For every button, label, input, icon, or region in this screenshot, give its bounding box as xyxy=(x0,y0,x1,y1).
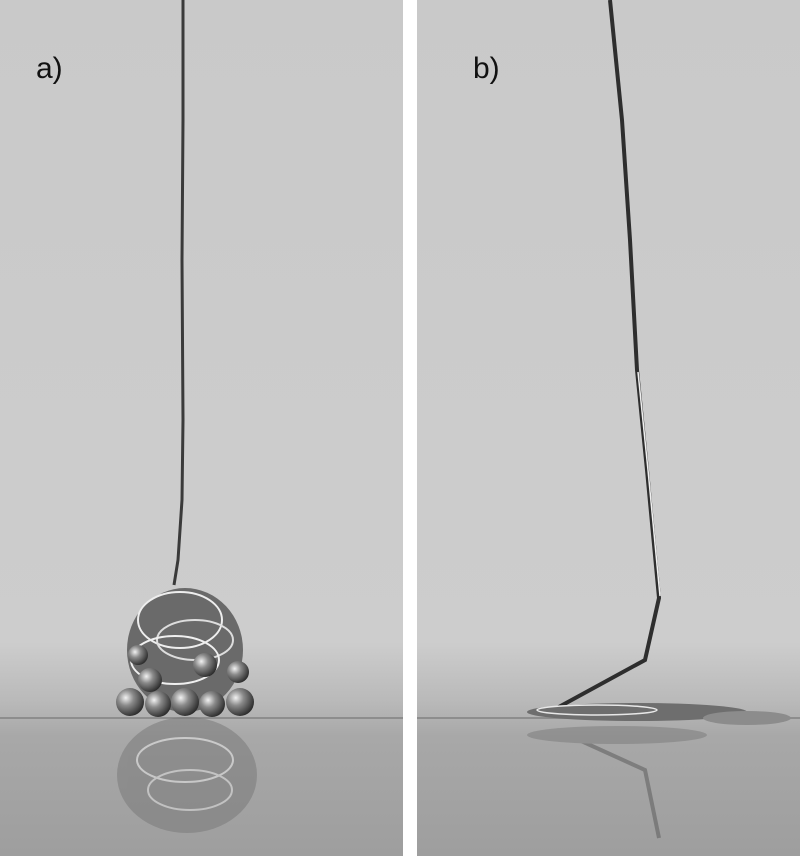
photo-panel-a: a) xyxy=(0,0,403,856)
wire-highlight xyxy=(637,371,661,597)
reflection xyxy=(117,717,257,833)
bent-wire xyxy=(556,0,662,710)
panel-divider xyxy=(403,0,417,856)
photo-a-illustration xyxy=(0,0,403,856)
reflection xyxy=(527,726,707,839)
coiled-wire-pile xyxy=(116,588,254,717)
panel-label-a: a) xyxy=(36,52,63,85)
flattened-wire xyxy=(527,703,791,725)
panel-label-b: b) xyxy=(473,52,500,85)
photo-panel-b: b) xyxy=(417,0,800,856)
wire xyxy=(172,0,185,586)
photo-b-illustration xyxy=(417,0,800,856)
background xyxy=(0,0,403,856)
